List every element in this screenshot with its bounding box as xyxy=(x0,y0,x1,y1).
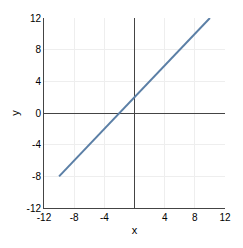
svg-text:-8: -8 xyxy=(32,171,41,182)
svg-text:8: 8 xyxy=(35,44,41,55)
svg-text:-12: -12 xyxy=(27,203,42,214)
svg-text:0: 0 xyxy=(35,108,41,119)
svg-text:12: 12 xyxy=(219,212,231,223)
svg-text:-4: -4 xyxy=(100,212,109,223)
svg-text:-8: -8 xyxy=(70,212,79,223)
svg-text:y: y xyxy=(9,110,21,116)
svg-text:-12: -12 xyxy=(37,212,52,223)
svg-text:12: 12 xyxy=(30,13,42,24)
svg-text:-4: -4 xyxy=(32,139,41,150)
svg-text:8: 8 xyxy=(192,212,198,223)
svg-text:x: x xyxy=(132,224,138,236)
svg-text:4: 4 xyxy=(162,212,168,223)
svg-text:4: 4 xyxy=(35,76,41,87)
